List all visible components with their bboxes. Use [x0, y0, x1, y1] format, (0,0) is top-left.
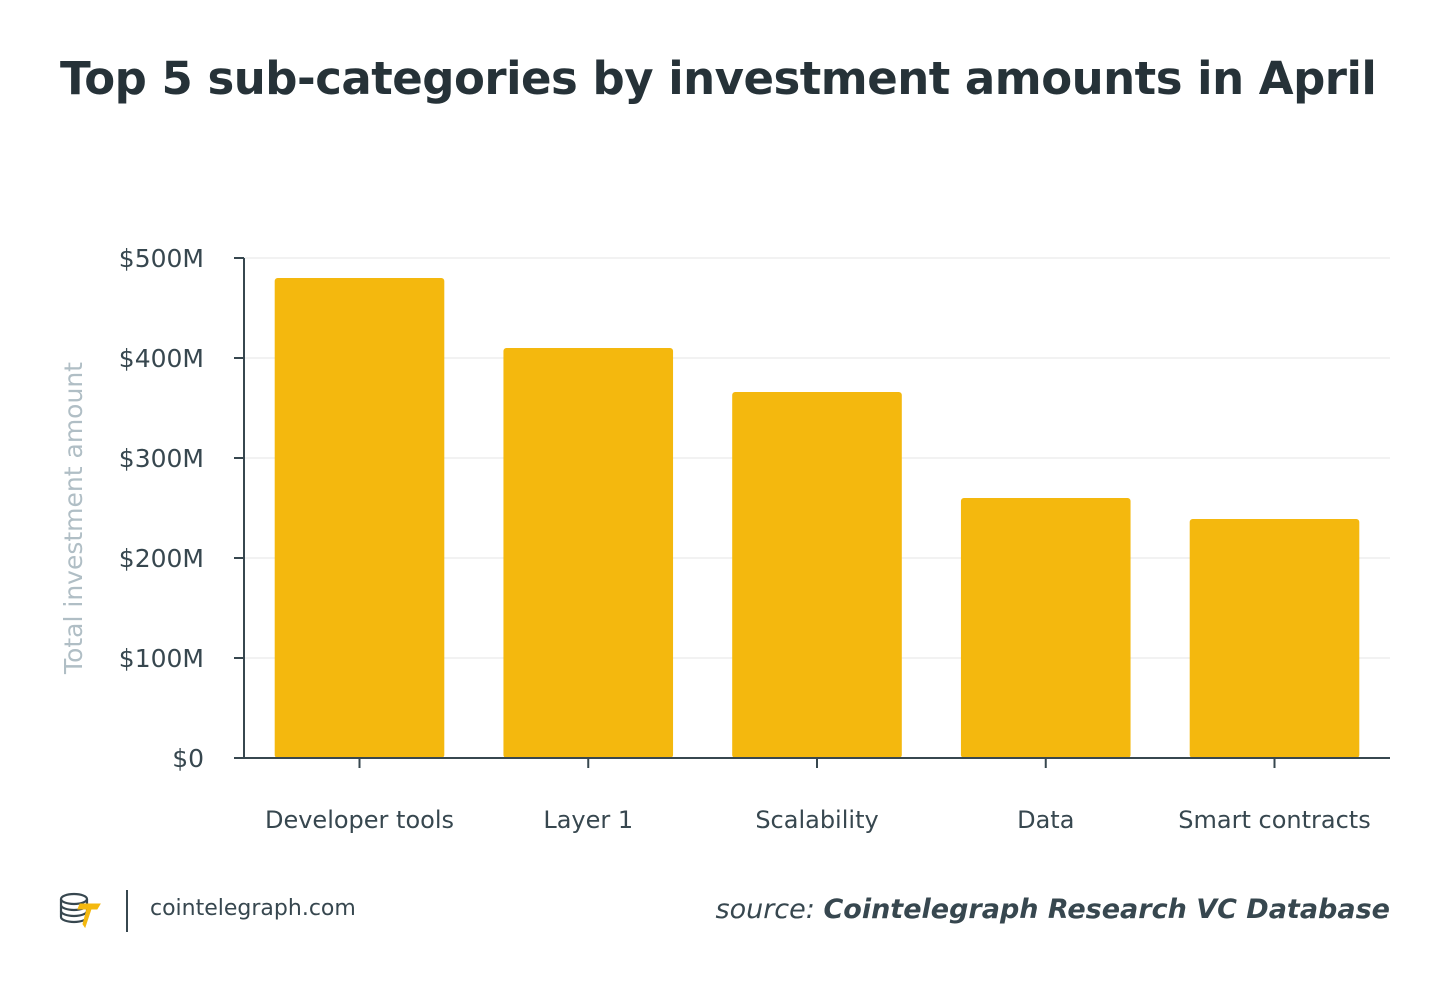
bar-scalability [732, 392, 902, 758]
cointelegraph-logo-icon[interactable] [58, 890, 104, 932]
y-tick-label: $400M [119, 344, 204, 373]
bar-chart: $0 $100M $200M $300M $400M $500M Developer to… [59, 244, 1390, 834]
y-tick-label: $500M [119, 244, 204, 273]
y-tick-label: $0 [172, 744, 204, 773]
y-tick-label: $100M [119, 644, 204, 673]
x-tick-label: Smart contracts [1178, 806, 1370, 834]
footer-divider [126, 890, 128, 932]
y-axis-label: Total investment amount [59, 362, 88, 675]
x-tick-label: Data [1017, 806, 1074, 834]
source-prefix: source: [715, 894, 815, 925]
x-tick-label: Layer 1 [543, 806, 633, 834]
y-tick-label: $200M [119, 544, 204, 573]
x-tick-labels: Developer tools Layer 1 Scalability Data Sma… [265, 806, 1371, 834]
site-link[interactable]: cointelegraph.com [150, 896, 356, 921]
x-tick-label: Scalability [755, 806, 878, 834]
bars [274, 278, 1360, 758]
bar-developer-tools [274, 278, 445, 758]
axes [234, 257, 1390, 768]
bar-smart-contracts [1189, 519, 1360, 758]
source-name: Cointelegraph Research VC Database [823, 894, 1390, 925]
bar-layer-1 [503, 348, 674, 758]
y-tick-labels: $0 $100M $200M $300M $400M $500M [119, 244, 204, 773]
y-tick-label: $300M [119, 444, 204, 473]
source-caption: source: Cointelegraph Research VC Databa… [716, 894, 1391, 925]
bar-data [960, 498, 1131, 758]
chart-title: Top 5 sub-categories by investment amoun… [60, 52, 1377, 105]
x-tick-label: Developer tools [265, 806, 454, 834]
